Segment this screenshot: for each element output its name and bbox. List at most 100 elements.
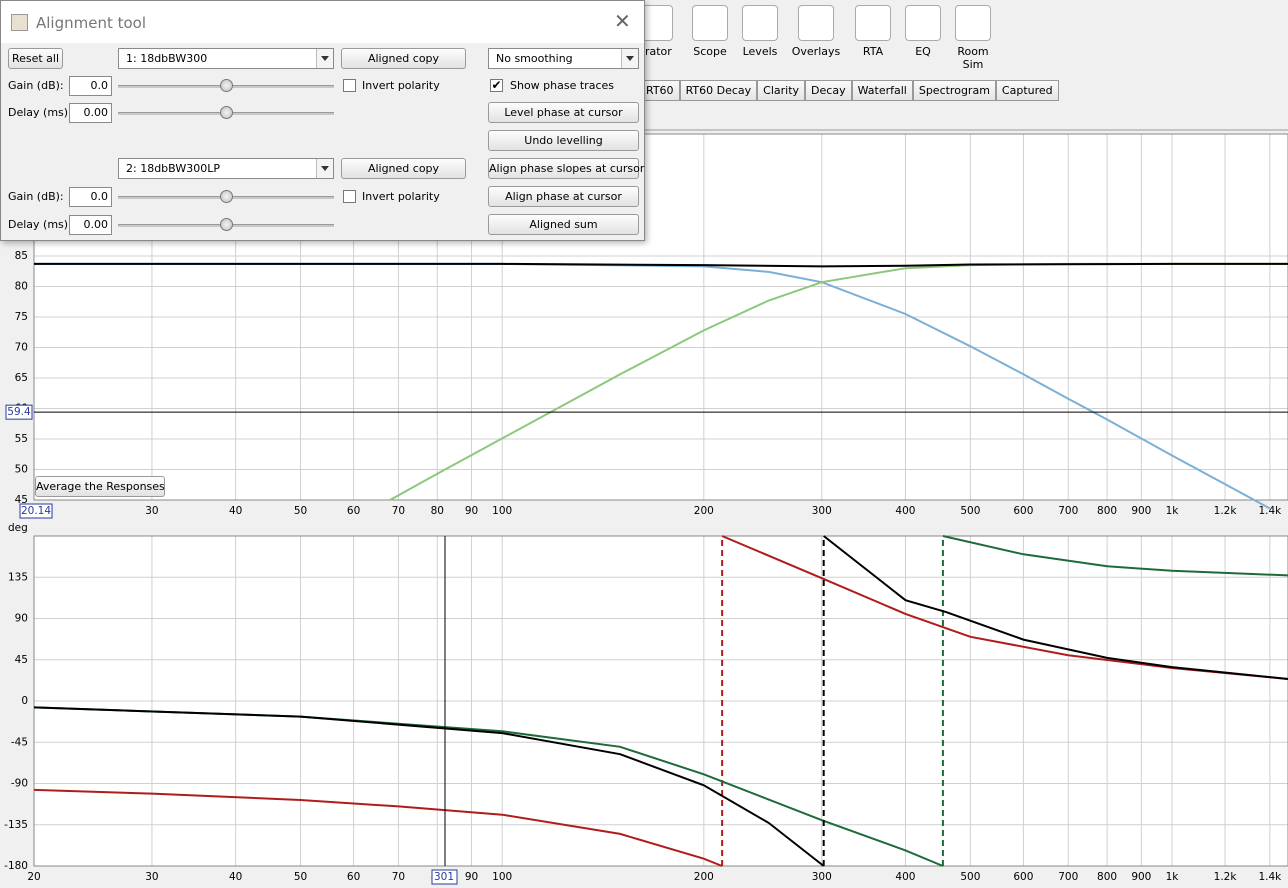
y-tick-label: 65 (15, 372, 28, 384)
dialog-title: Alignment tool (36, 14, 147, 32)
delay-input[interactable]: 0.00 (69, 103, 112, 123)
x-tick-label: 900 (1131, 871, 1151, 883)
x-tick-label: 800 (1097, 505, 1117, 517)
toolbar-icon (905, 5, 941, 41)
title-bar: Alignment tool ✕ (1, 1, 644, 43)
alignment-dialog: Alignment tool ✕ Reset all 1: 18dbBW300 … (0, 0, 645, 241)
x-tick-label: 1k (1166, 871, 1180, 883)
toolbar-button[interactable]: Levels (735, 5, 785, 71)
tab[interactable]: RT60 Decay (679, 80, 758, 101)
toolbar-button[interactable]: RTA (847, 5, 899, 71)
phase-checkbox[interactable]: ✔ (490, 78, 503, 92)
smoothing-dropdown[interactable]: 1: 18dbBW300 (118, 48, 334, 69)
tab[interactable]: RT60 (640, 80, 680, 101)
x-tick-label: 700 (1058, 871, 1078, 883)
aligned-copy-button[interactable]: Aligned copy (341, 158, 466, 179)
x-tick-label: 400 (895, 871, 915, 883)
toolbar-button[interactable]: Scope (685, 5, 735, 71)
x-tick-label: 90 (465, 505, 478, 517)
measurement-dropdown[interactable]: 2: 18dbBW300LP (118, 158, 334, 179)
toolbar-button[interactable]: Overlays (785, 5, 847, 71)
smoothing-dropdown[interactable]: No smoothing (488, 48, 639, 69)
x-tick-label: 60 (347, 505, 360, 517)
tab[interactable]: Waterfall (851, 80, 913, 101)
average-button[interactable]: Average the Responses (35, 476, 165, 497)
x-tick-label: 900 (1131, 505, 1151, 517)
toolbar-button[interactable]: Room Sim (947, 5, 999, 71)
x-tick-label: 40 (229, 505, 242, 517)
slider-thumb[interactable] (220, 218, 233, 231)
plot-border (33, 535, 1288, 867)
trace (33, 535, 1288, 867)
x-tick-label: 70 (392, 871, 405, 883)
x-tick-label: 70 (392, 505, 405, 517)
phase-label: Show phase traces (510, 79, 614, 92)
toolbar-label: Room Sim (957, 45, 989, 71)
gain-input[interactable]: 0.0 (69, 187, 112, 207)
cursor-label: 301 (434, 871, 454, 883)
reset-all-button[interactable]: Reset all (8, 48, 63, 69)
x-tick-label: 500 (960, 871, 980, 883)
toolbar-icon (798, 5, 834, 41)
x-tick-label: 1.4k (1258, 505, 1282, 517)
x-tick-label: 600 (1013, 871, 1033, 883)
delay-input[interactable]: 0.00 (69, 215, 112, 235)
toolbar-label: RTA (862, 45, 884, 58)
action-button[interactable]: Undo levelling (488, 130, 639, 151)
delay-label: Delay (ms): (8, 218, 72, 231)
action-button[interactable]: Level phase at cursor (488, 102, 639, 123)
x-tick-label: 200 (694, 871, 714, 883)
toolbar-button[interactable]: EQ (899, 5, 947, 71)
app-icon (11, 14, 28, 31)
x-tick-label: 700 (1058, 505, 1078, 517)
cursor-label: 20.14 (21, 505, 51, 517)
trace (34, 262, 1271, 510)
toolbar-icon (692, 5, 728, 41)
toolbar-label: Levels (742, 45, 778, 58)
invert-label: Invert polarity (362, 190, 440, 203)
close-button[interactable]: ✕ (614, 9, 631, 33)
action-button[interactable]: Aligned sum (488, 214, 639, 235)
gain-label: Gain (dB): (8, 190, 64, 203)
y-tick-label: 0 (21, 695, 28, 707)
x-tick-label: 20 (27, 871, 40, 883)
y-tick-label: 90 (15, 613, 28, 625)
aligned-copy-button[interactable]: Aligned copy (341, 48, 466, 69)
y-tick-label: 135 (8, 571, 28, 583)
slider-thumb[interactable] (220, 79, 233, 92)
x-tick-label: 100 (492, 505, 512, 517)
y-tick-label: -45 (11, 736, 28, 748)
x-tick-label: 30 (145, 505, 158, 517)
action-button[interactable]: Align phase at cursor (488, 186, 639, 207)
x-tick-label: 90 (465, 871, 478, 883)
x-tick-label: 40 (229, 871, 242, 883)
action-button[interactable]: Align phase slopes at cursor (488, 158, 644, 179)
y-tick-label: 55 (15, 433, 28, 445)
slider-thumb[interactable] (220, 106, 233, 119)
x-tick-label: 1k (1166, 505, 1180, 517)
toolbar-label: Overlays (791, 45, 841, 58)
y-tick-label: -90 (11, 778, 28, 790)
delay-label: Delay (ms): (8, 106, 72, 119)
phase-unit: deg (8, 522, 28, 534)
x-tick-label: 600 (1013, 505, 1033, 517)
toolbar: erator Scope Levels Overlays RTA EQ Room Sim (625, 5, 999, 71)
slider-thumb[interactable] (220, 190, 233, 203)
y-tick-label: 70 (15, 342, 28, 354)
tab[interactable]: Clarity (757, 80, 806, 101)
toolbar-icon (742, 5, 778, 41)
tab[interactable]: Captured (995, 80, 1059, 101)
cursor-box (5, 404, 33, 420)
y-tick-label: -180 (4, 860, 28, 872)
toolbar-icon (955, 5, 991, 41)
tab[interactable]: Decay (805, 80, 852, 101)
tab[interactable]: Spectrogram (912, 80, 996, 101)
x-tick-label: 30 (145, 871, 158, 883)
y-tick-label: 75 (15, 311, 28, 323)
dropdown-text: No smoothing (496, 52, 573, 65)
invert-checkbox[interactable] (343, 79, 356, 92)
x-tick-label: 80 (431, 505, 444, 517)
trace (34, 262, 1288, 268)
invert-checkbox[interactable] (343, 190, 356, 203)
gain-input[interactable]: 0.0 (69, 76, 112, 96)
